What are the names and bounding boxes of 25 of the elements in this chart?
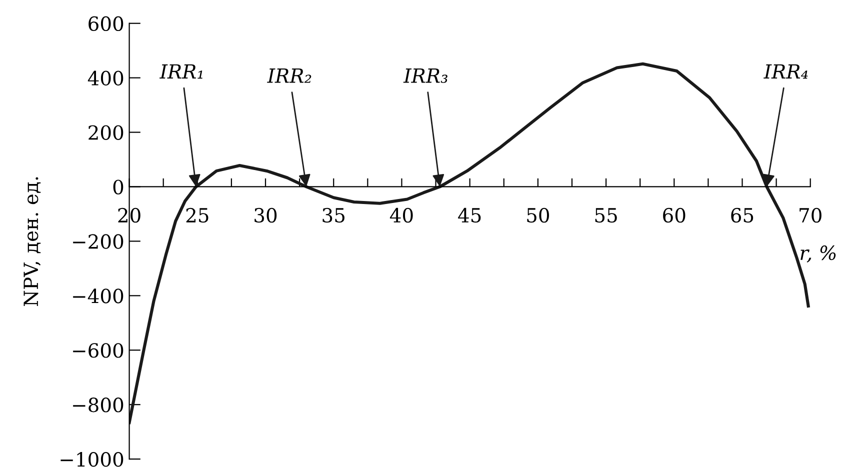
y-axis-title: NPV, ден. ед.: [24, 177, 41, 306]
x-tick-label: 35: [322, 208, 344, 223]
x-tick-label: 70: [800, 208, 822, 223]
y-tick-label: −800: [73, 398, 124, 412]
x-tick-label: 60: [663, 208, 686, 223]
x-tick-label: 65: [731, 208, 754, 223]
x-tick-label: 45: [458, 208, 481, 223]
annotation: IRR₁: [159, 64, 202, 79]
annotation: IRR₃: [403, 68, 448, 83]
x-tick-label: 30: [254, 208, 277, 223]
x-tick-label: 50: [527, 208, 550, 223]
y-tick-label: −1000: [60, 452, 124, 467]
y-tick-label: −400: [73, 288, 124, 304]
y-tick-label: 400: [88, 70, 124, 86]
y-tick-label: −600: [73, 343, 124, 358]
x-axis-title: r, %: [800, 245, 836, 262]
y-tick-label: 0: [113, 180, 124, 194]
x-tick-label: 25: [186, 208, 208, 223]
annotation: IRR₄: [764, 64, 808, 79]
annotation: IRR₂: [267, 68, 312, 83]
y-tick-label: 200: [88, 125, 124, 140]
x-tick-label: 40: [390, 208, 413, 223]
y-tick-label: −200: [73, 234, 124, 249]
x-tick-label: 55: [595, 208, 617, 223]
y-tick-label: 600: [88, 16, 124, 32]
